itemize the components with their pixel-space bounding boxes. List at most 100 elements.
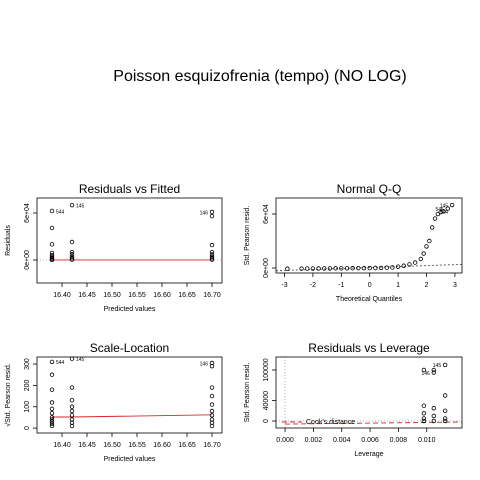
point	[209, 393, 215, 399]
point-label: 146	[200, 361, 209, 367]
point	[310, 266, 316, 271]
x-tick-label: 16.65	[178, 292, 196, 299]
x-tick-label: 0.010	[418, 437, 436, 444]
point	[424, 244, 429, 249]
x-axis-label: Predicted values	[104, 456, 156, 463]
point	[209, 213, 215, 219]
point	[49, 225, 55, 231]
point	[442, 362, 448, 368]
point	[421, 403, 427, 408]
y-tick-label: 0	[24, 426, 31, 430]
point	[299, 266, 304, 271]
point	[209, 257, 215, 262]
x-tick-label: -2	[310, 282, 316, 289]
point	[49, 410, 55, 416]
point	[49, 421, 55, 427]
x-axis-label: Predicted values	[104, 306, 156, 313]
x-tick-label: 0.000	[276, 437, 294, 444]
point	[49, 257, 55, 263]
point	[209, 413, 215, 418]
point	[69, 404, 75, 409]
point	[431, 406, 437, 411]
x-tick-label: 16.55	[128, 292, 146, 299]
x-tick-label: -1	[338, 282, 344, 289]
point	[442, 408, 448, 414]
plot-box	[275, 197, 463, 274]
point-label: 544	[56, 360, 65, 366]
point	[327, 266, 333, 271]
point-label: 145	[76, 357, 85, 363]
y-axis-label: √Std. Pearson resid.	[4, 363, 12, 426]
y-tick-label: 40000	[263, 391, 270, 411]
x-tick-label: -3	[281, 282, 287, 289]
y-axis-label: Residuals	[5, 225, 12, 256]
point	[209, 254, 215, 260]
y-tick-label: 6e+04	[263, 204, 270, 224]
point	[322, 266, 327, 271]
point	[209, 209, 215, 215]
x-tick-label: 16.45	[78, 292, 96, 299]
y-tick-label: 0e+00	[24, 250, 31, 270]
point	[438, 210, 443, 215]
x-tick-label: 16.70	[203, 292, 221, 299]
plot-box	[36, 197, 223, 284]
point	[69, 398, 75, 403]
point	[429, 225, 435, 230]
x-axis-label: Leverage	[354, 451, 383, 458]
point	[339, 266, 344, 271]
point-label: 146	[421, 371, 430, 377]
point	[390, 265, 395, 270]
y-tick-label: 100000	[263, 358, 270, 381]
point-label: 145	[440, 203, 449, 209]
x-tick-label: 16.50	[103, 292, 121, 299]
point	[69, 249, 75, 255]
point	[209, 385, 215, 390]
point	[209, 249, 215, 255]
point	[350, 266, 355, 271]
x-tick-label: 16.50	[103, 442, 121, 449]
x-tick-label: 0.004	[333, 437, 351, 444]
point	[209, 363, 215, 369]
y-axis-label: Std. Pearson resid.	[244, 206, 251, 266]
point	[49, 415, 55, 420]
point	[373, 265, 378, 271]
x-tick-label: 0.002	[305, 437, 323, 444]
point	[421, 411, 427, 416]
point	[69, 254, 75, 260]
x-tick-label: 0.006	[361, 437, 379, 444]
point	[401, 263, 406, 268]
point-label: 145	[76, 203, 85, 209]
plot-box	[36, 356, 223, 434]
x-tick-label: 16.40	[53, 442, 71, 449]
x-tick-label: 16.70	[203, 442, 221, 449]
point	[431, 367, 437, 373]
point	[49, 387, 55, 392]
y-tick-label: 0e+00	[263, 258, 270, 278]
point-label: 544	[56, 209, 65, 215]
point	[378, 265, 384, 271]
x-tick-label: 1	[396, 282, 400, 289]
y-tick-label: 200	[24, 379, 31, 391]
point	[449, 202, 455, 208]
point	[427, 238, 432, 244]
point	[49, 406, 55, 412]
x-tick-label: 16.60	[153, 292, 171, 299]
point	[431, 370, 437, 375]
point	[445, 206, 451, 211]
point	[49, 400, 55, 405]
y-tick-label: 300	[24, 358, 31, 370]
point	[384, 265, 389, 270]
point-label: 146	[200, 210, 209, 216]
x-tick-label: 0.008	[390, 437, 408, 444]
point	[431, 413, 437, 419]
point	[442, 393, 448, 398]
smooth-line	[275, 263, 463, 272]
x-tick-label: 16.60	[153, 442, 171, 449]
panel-title: Residuals vs Fitted	[79, 182, 180, 196]
point	[431, 418, 437, 424]
plot-box	[275, 356, 463, 429]
point	[69, 408, 75, 414]
point	[49, 208, 55, 214]
point	[285, 266, 290, 271]
